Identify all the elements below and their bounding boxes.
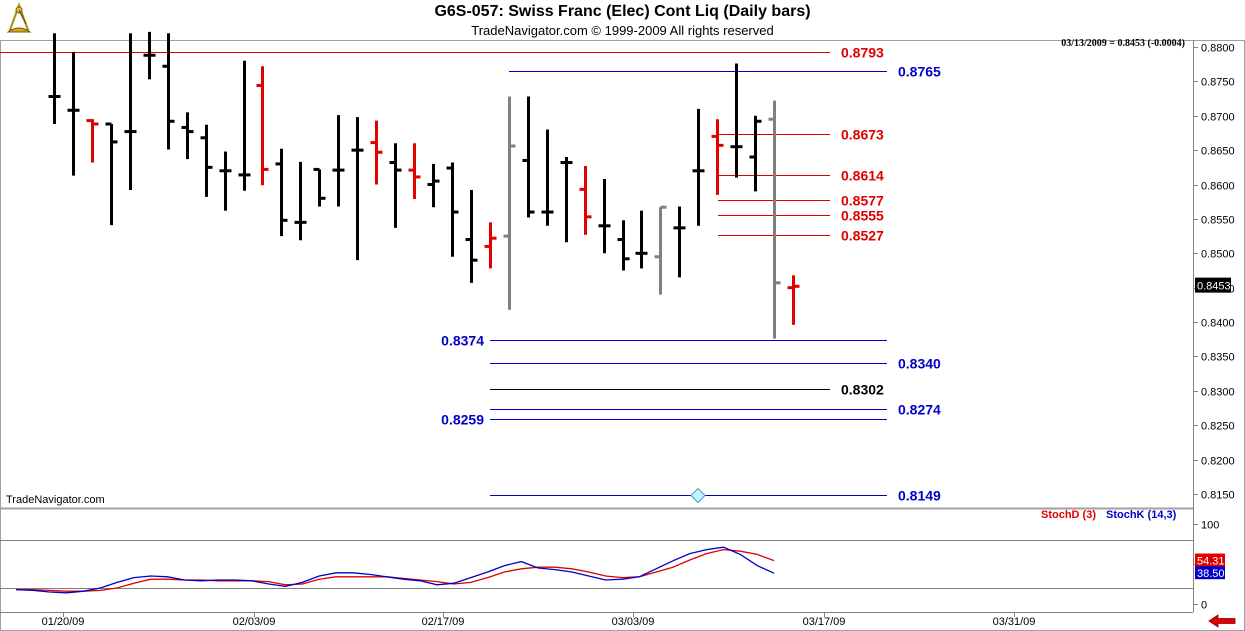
level-label: 0.8793 xyxy=(841,45,884,61)
ohlc-bar xyxy=(541,129,554,226)
stochk-legend: StochK (14,3) xyxy=(1106,509,1177,521)
ohlc-bar xyxy=(294,161,307,241)
ohlc-bar xyxy=(787,275,800,325)
ohlc-bar xyxy=(673,206,686,278)
ohlc-bar xyxy=(768,100,781,339)
price-tick-label: 0.8300 xyxy=(1201,387,1235,399)
ohlc-bar xyxy=(654,205,667,295)
ohlc-bar xyxy=(275,148,288,237)
ohlc-bar xyxy=(200,124,213,197)
ohlc-bar xyxy=(313,167,326,207)
date-tick-label: 03/31/09 xyxy=(993,616,1036,628)
price-tick-label: 0.8650 xyxy=(1201,146,1235,158)
date-tick-label: 03/17/09 xyxy=(803,616,846,628)
ohlc-bar xyxy=(143,31,156,80)
level-label: 0.8577 xyxy=(841,193,884,209)
price-tick-label: 0.8800 xyxy=(1201,43,1235,55)
stochd-legend: StochD (3) xyxy=(1041,509,1096,521)
ohlc-bar xyxy=(238,60,251,191)
date-tick-label: 02/03/09 xyxy=(233,616,276,628)
stoch-value-badge xyxy=(1195,566,1225,580)
price-tick-label: 0.8700 xyxy=(1201,112,1235,124)
stoch-tick-label: 0 xyxy=(1201,600,1207,612)
stoch-line xyxy=(16,548,775,592)
ohlc-bar xyxy=(332,115,345,207)
ohlc-bar xyxy=(67,51,80,176)
stoch-value-label: 54.31 xyxy=(1197,556,1225,568)
level-label: 0.8340 xyxy=(898,356,941,372)
ohlc-bar xyxy=(484,222,497,269)
chart-title: G6S-057: Swiss Franc (Elec) Cont Liq (Da… xyxy=(434,3,811,20)
ohlc-bar xyxy=(427,163,440,208)
ohlc-bar xyxy=(579,165,592,235)
ohlc-bar xyxy=(256,66,269,186)
ohlc-bar xyxy=(749,115,762,192)
price-tick-label: 0.8500 xyxy=(1201,249,1235,261)
ohlc-bar xyxy=(48,33,61,125)
ohlc-bar xyxy=(408,143,421,199)
ohlc-bar xyxy=(105,122,118,226)
ohlc-bar xyxy=(181,112,194,160)
ohlc-bar xyxy=(446,162,459,257)
ohlc-bar xyxy=(219,151,232,211)
price-tick-label: 0.8550 xyxy=(1201,215,1235,227)
last-price-label: 0.8453 xyxy=(1197,281,1231,293)
ohlc-bar xyxy=(503,96,516,310)
ohlc-bar xyxy=(370,120,383,185)
level-label: 0.8765 xyxy=(898,64,941,80)
level-label: 0.8259 xyxy=(441,412,484,428)
ohlc-bar xyxy=(162,33,175,150)
level-label: 0.8274 xyxy=(898,402,941,418)
stoch-value-badge xyxy=(1195,553,1225,567)
stoch-tick-label: 100 xyxy=(1201,520,1219,532)
price-tick-label: 0.8750 xyxy=(1201,77,1235,89)
price-tick-label: 0.8200 xyxy=(1201,456,1235,468)
level-label: 0.8149 xyxy=(898,488,941,504)
ohlc-bar xyxy=(351,117,364,261)
date-tick-label: 02/17/09 xyxy=(422,616,465,628)
level-label: 0.8527 xyxy=(841,228,884,244)
ohlc-bar xyxy=(711,119,724,195)
price-tick-label: 0.8150 xyxy=(1201,490,1235,502)
price-tick-label: 0.8250 xyxy=(1201,421,1235,433)
price-tick-label: 0.8350 xyxy=(1201,352,1235,364)
level-marker-icon xyxy=(690,487,706,504)
ohlc-bar xyxy=(124,33,137,191)
level-label: 0.8614 xyxy=(841,168,884,184)
last-price-readout: 03/13/2009 = 0.8453 (-0.0004) xyxy=(1061,38,1185,49)
ohlc-bar xyxy=(389,143,402,228)
stoch-line xyxy=(15,546,775,594)
price-tick-label: 0.8600 xyxy=(1201,181,1235,193)
ohlc-bar xyxy=(598,179,611,254)
ohlc-bar xyxy=(86,119,99,163)
price-axis: 0.8800 0.8750 0.8700 0.8650 0.8600 0.8550 0.85… xyxy=(1193,43,1235,502)
level-label: 0.8673 xyxy=(841,127,884,143)
sextant-logo-icon[interactable] xyxy=(4,2,34,36)
ohlc-bar xyxy=(730,63,743,178)
copyright-subtitle: TradeNavigator.com © 1999-2009 All right… xyxy=(471,23,774,38)
watermark-text: TradeNavigator.com xyxy=(6,494,105,506)
level-label: 0.8555 xyxy=(841,208,884,224)
back-arrow-icon[interactable] xyxy=(1207,614,1237,628)
price-tick-label: 0.8400 xyxy=(1201,318,1235,330)
price-bars xyxy=(48,31,800,339)
ohlc-bar xyxy=(692,108,705,226)
date-axis: 01/20/09 02/03/09 02/17/09 03/03/09 03/17/09… xyxy=(42,612,1036,628)
date-tick-label: 01/20/09 xyxy=(42,616,85,628)
last-price-badge xyxy=(1195,277,1231,293)
ohlc-bar xyxy=(635,210,648,269)
ohlc-bar xyxy=(465,190,478,283)
level-label: 0.8302 xyxy=(841,382,884,398)
ohlc-bar xyxy=(522,96,535,218)
date-tick-label: 03/03/09 xyxy=(612,616,655,628)
ohlc-bar xyxy=(560,157,573,243)
ohlc-bar xyxy=(617,220,630,271)
stoch-value-label: 38.50 xyxy=(1197,568,1225,580)
level-label: 0.8374 xyxy=(441,333,484,349)
